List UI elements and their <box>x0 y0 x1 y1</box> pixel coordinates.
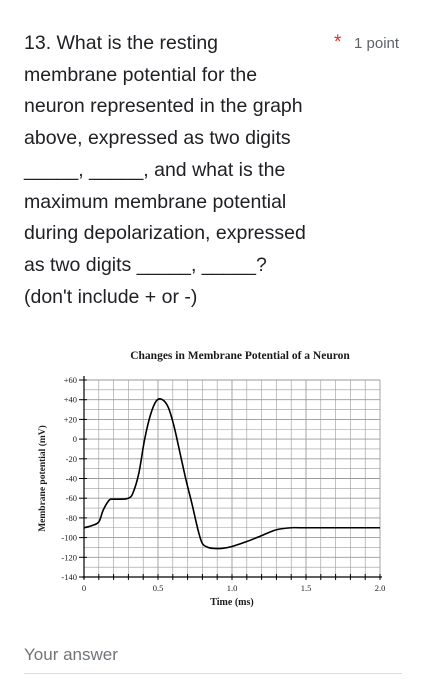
y-tick-label: +40 <box>64 395 77 405</box>
question-line: 13. What is the resting <box>24 32 219 54</box>
y-tick-label: +20 <box>64 414 77 424</box>
question-line: (don't include + or -) <box>24 285 198 308</box>
x-tick-label: 2.0 <box>375 583 386 593</box>
y-tick-label: -40 <box>66 474 77 484</box>
chart-svg: Changes in Membrane Potential of a Neuro… <box>37 350 386 608</box>
membrane-potential-chart: Changes in Membrane Potential of a Neuro… <box>30 340 400 630</box>
y-tick-label: 0 <box>73 434 77 444</box>
x-tick-label: 0 <box>82 583 86 593</box>
question-line: during depolarization, expressed <box>24 222 306 245</box>
chart-title: Changes in Membrane Potential of a Neuro… <box>130 350 350 362</box>
question-line: above, expressed as two digits <box>24 127 291 150</box>
x-tick-label: 0.5 <box>153 583 164 593</box>
y-axis-label: Membrane potential (mV) <box>37 425 48 532</box>
x-tick-label: 1.5 <box>301 583 312 593</box>
y-tick-label: +60 <box>64 375 77 385</box>
y-tick-label: -80 <box>66 513 77 523</box>
required-asterisk: * <box>334 32 342 53</box>
membrane-potential-series-line <box>83 398 380 550</box>
x-tick-label: 1.0 <box>227 583 238 593</box>
question-text: 13. What is the resting membrane potenti… <box>24 28 336 313</box>
question-line: as two digits _____, _____? <box>24 253 267 276</box>
points-label: 1 point <box>354 35 400 52</box>
y-tick-label: -120 <box>61 552 77 562</box>
question-line: maximum membrane potential <box>24 190 287 213</box>
y-tick-label: -60 <box>66 493 77 503</box>
question-line: membrane potential for the <box>24 63 258 86</box>
answer-underline[interactable] <box>24 673 402 674</box>
y-tick-label: -100 <box>61 533 77 543</box>
y-tick-label: -140 <box>61 572 77 582</box>
x-axis-label: Time (ms) <box>210 597 253 608</box>
y-tick-label: -20 <box>66 454 77 464</box>
answer-input[interactable]: Your answer <box>24 645 118 664</box>
question-line: _____, _____, and what is the <box>24 158 286 181</box>
question-line: neuron represented in the graph <box>24 95 303 118</box>
